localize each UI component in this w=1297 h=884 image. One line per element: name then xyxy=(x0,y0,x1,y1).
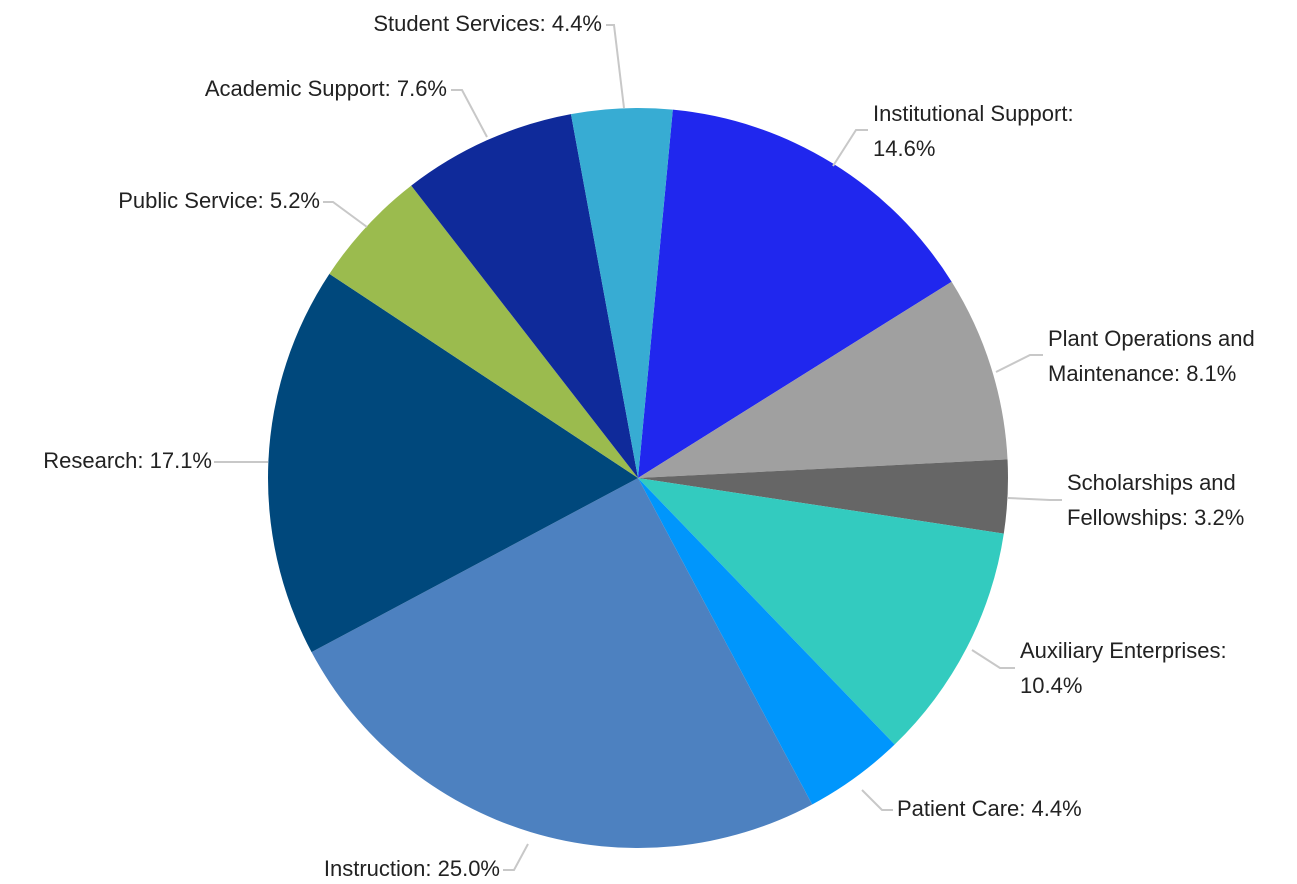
pie-slice xyxy=(311,478,813,849)
pie-slice xyxy=(638,478,1004,745)
slice-label: Plant Operations and xyxy=(1048,326,1255,351)
leader-line xyxy=(323,201,368,228)
slice-label: 14.6% xyxy=(873,136,935,161)
slice-label: Fellowships: 3.2% xyxy=(1067,505,1244,530)
leader-line xyxy=(971,649,1015,669)
pie-slice xyxy=(638,478,895,805)
pie-slice xyxy=(638,281,1008,478)
slice-label: Student Services: 4.4% xyxy=(373,11,602,36)
slice-label: Academic Support: 7.6% xyxy=(205,76,447,101)
slice-label: Patient Care: 4.4% xyxy=(897,796,1082,821)
leader-line xyxy=(1007,497,1062,501)
pie-slice xyxy=(638,109,952,478)
leader-line xyxy=(861,789,893,811)
pie-slice xyxy=(267,273,638,653)
pie-slice xyxy=(411,114,638,478)
leader-line xyxy=(995,354,1043,373)
slice-label: Public Service: 5.2% xyxy=(118,188,320,213)
leader-line xyxy=(606,24,625,109)
leader-line xyxy=(503,843,529,871)
pie-slice xyxy=(570,108,673,479)
leader-line xyxy=(832,129,868,167)
pie-slice xyxy=(329,185,638,478)
slice-label: Scholarships and xyxy=(1067,470,1236,495)
pie-slice xyxy=(638,459,1008,534)
slice-label: Maintenance: 8.1% xyxy=(1048,361,1236,386)
slice-label: 10.4% xyxy=(1020,673,1082,698)
slice-label: Auxiliary Enterprises: xyxy=(1020,638,1227,663)
slice-label: Institutional Support: xyxy=(873,101,1074,126)
leader-line xyxy=(451,89,488,138)
slice-label: Instruction: 25.0% xyxy=(324,856,500,881)
slice-label: Research: 17.1% xyxy=(43,448,212,473)
